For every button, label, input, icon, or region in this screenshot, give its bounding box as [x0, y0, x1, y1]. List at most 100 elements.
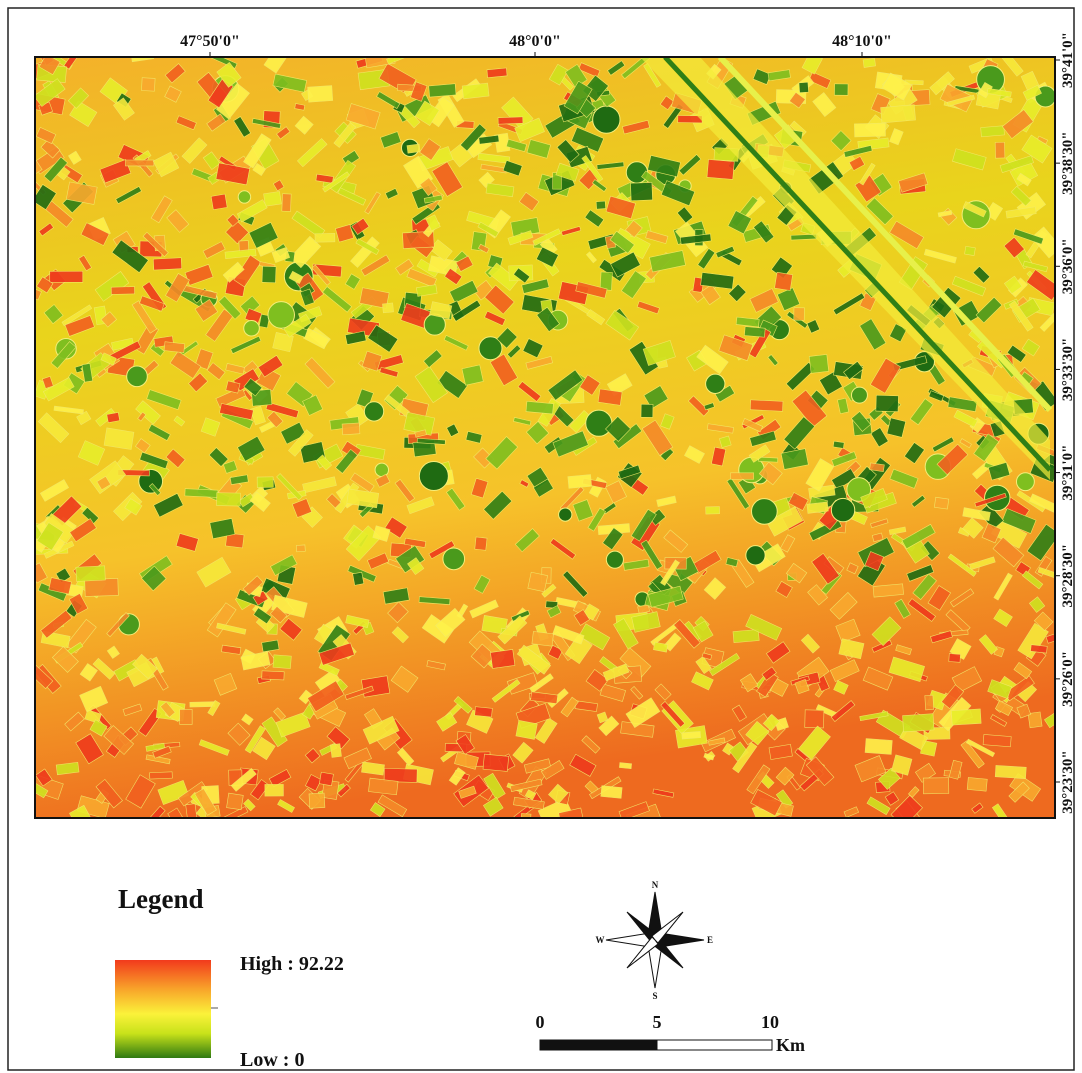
field-patch — [619, 763, 631, 769]
field-patch — [559, 508, 572, 521]
field-patch — [863, 58, 876, 67]
field-patch — [526, 401, 553, 414]
field-patch — [309, 793, 325, 808]
scale-segment — [657, 1040, 772, 1050]
field-patch — [282, 194, 291, 212]
field-patch — [586, 410, 612, 436]
field-patch — [462, 83, 489, 99]
field-patch — [107, 412, 120, 422]
field-patch — [190, 702, 215, 707]
field-patch — [153, 258, 181, 270]
field-patch — [949, 654, 961, 663]
field-patch — [876, 395, 899, 411]
field-patch — [319, 772, 333, 786]
field-patch — [180, 709, 192, 724]
legend-high: High : 92.22 — [240, 953, 344, 975]
scale-label: 0 — [536, 1012, 545, 1032]
field-patch — [85, 578, 119, 596]
field-patch — [983, 734, 1011, 746]
field-patch — [262, 266, 276, 283]
field-patch — [498, 117, 523, 124]
field-patch — [487, 68, 507, 78]
field-patch — [682, 731, 701, 739]
field-patch — [368, 778, 398, 795]
north-arrow: N S W E — [596, 880, 714, 1001]
field-patch — [707, 159, 734, 179]
ndvi-raster — [27, 46, 1064, 828]
field-patch — [330, 744, 341, 758]
field-patch — [598, 389, 622, 405]
field-patch — [262, 671, 285, 680]
field-patch — [342, 423, 360, 435]
legend-title: Legend — [118, 884, 204, 914]
field-patch — [1016, 473, 1034, 491]
field-patch — [528, 572, 548, 592]
field-patch — [865, 739, 892, 755]
field-patch — [750, 400, 783, 411]
field-patch — [925, 695, 934, 710]
field-patch — [596, 201, 606, 209]
latitude-label: 39°23'30" — [1060, 750, 1076, 814]
field-patch — [185, 489, 218, 498]
field-patch — [981, 126, 1005, 137]
compass-south: S — [652, 991, 657, 1001]
field-patch — [142, 78, 156, 91]
field-patch — [831, 498, 854, 521]
field-patch — [483, 754, 509, 771]
field-patch — [211, 194, 227, 210]
field-patch — [238, 191, 250, 203]
field-patch — [429, 84, 456, 97]
field-patch — [606, 551, 623, 568]
field-patch — [382, 303, 393, 313]
field-patch — [593, 106, 620, 133]
field-patch — [227, 793, 244, 810]
field-patch — [951, 709, 981, 725]
latitude-label: 39°38'30" — [1060, 131, 1076, 195]
field-patch — [296, 545, 305, 552]
field-patch — [273, 655, 291, 669]
field-patch — [315, 233, 335, 242]
scale-label: 10 — [761, 1012, 779, 1032]
field-patch — [805, 710, 824, 728]
field-patch — [881, 105, 916, 123]
field-patch — [731, 473, 754, 480]
compass-west: W — [596, 935, 605, 945]
field-patch — [407, 144, 420, 153]
longitude-label: 48°0'0" — [509, 33, 561, 50]
scale-segment — [540, 1040, 657, 1050]
field-patch — [967, 777, 987, 791]
field-patch — [833, 441, 844, 448]
map-page: 47°50'0"48°0'0"48°10'0" 39°41'0"39°38'30… — [0, 0, 1082, 1073]
field-patch — [568, 475, 592, 489]
field-patch — [443, 548, 465, 570]
latitude-label: 39°36'0" — [1060, 238, 1076, 294]
field-patch — [125, 160, 153, 166]
legend-low: Low : 0 — [240, 1049, 304, 1071]
field-patch — [532, 631, 554, 646]
longitude-label: 47°50'0" — [180, 33, 240, 50]
field-patch — [995, 142, 1005, 158]
field-patch — [752, 499, 778, 525]
field-patch — [775, 272, 793, 290]
field-patch — [809, 354, 828, 373]
field-patch — [475, 707, 493, 717]
field-patch — [834, 84, 848, 96]
latitude-label: 39°26'0" — [1060, 651, 1076, 707]
field-patch — [516, 720, 537, 739]
field-patch — [353, 572, 364, 585]
latitude-label: 39°41'0" — [1060, 32, 1076, 88]
field-patch — [475, 537, 487, 550]
field-patch — [419, 461, 448, 490]
field-patch — [265, 784, 284, 796]
field-patch — [794, 308, 805, 321]
field-patch — [759, 457, 778, 462]
field-patch — [111, 287, 134, 295]
field-patch — [76, 566, 105, 582]
field-patch — [1030, 645, 1047, 653]
field-patch — [706, 374, 725, 393]
field-patch — [264, 191, 282, 206]
field-patch — [364, 402, 383, 421]
field-patch — [733, 629, 759, 642]
scale-unit: Km — [776, 1035, 805, 1055]
latitude-label: 39°28'30" — [1060, 544, 1076, 608]
